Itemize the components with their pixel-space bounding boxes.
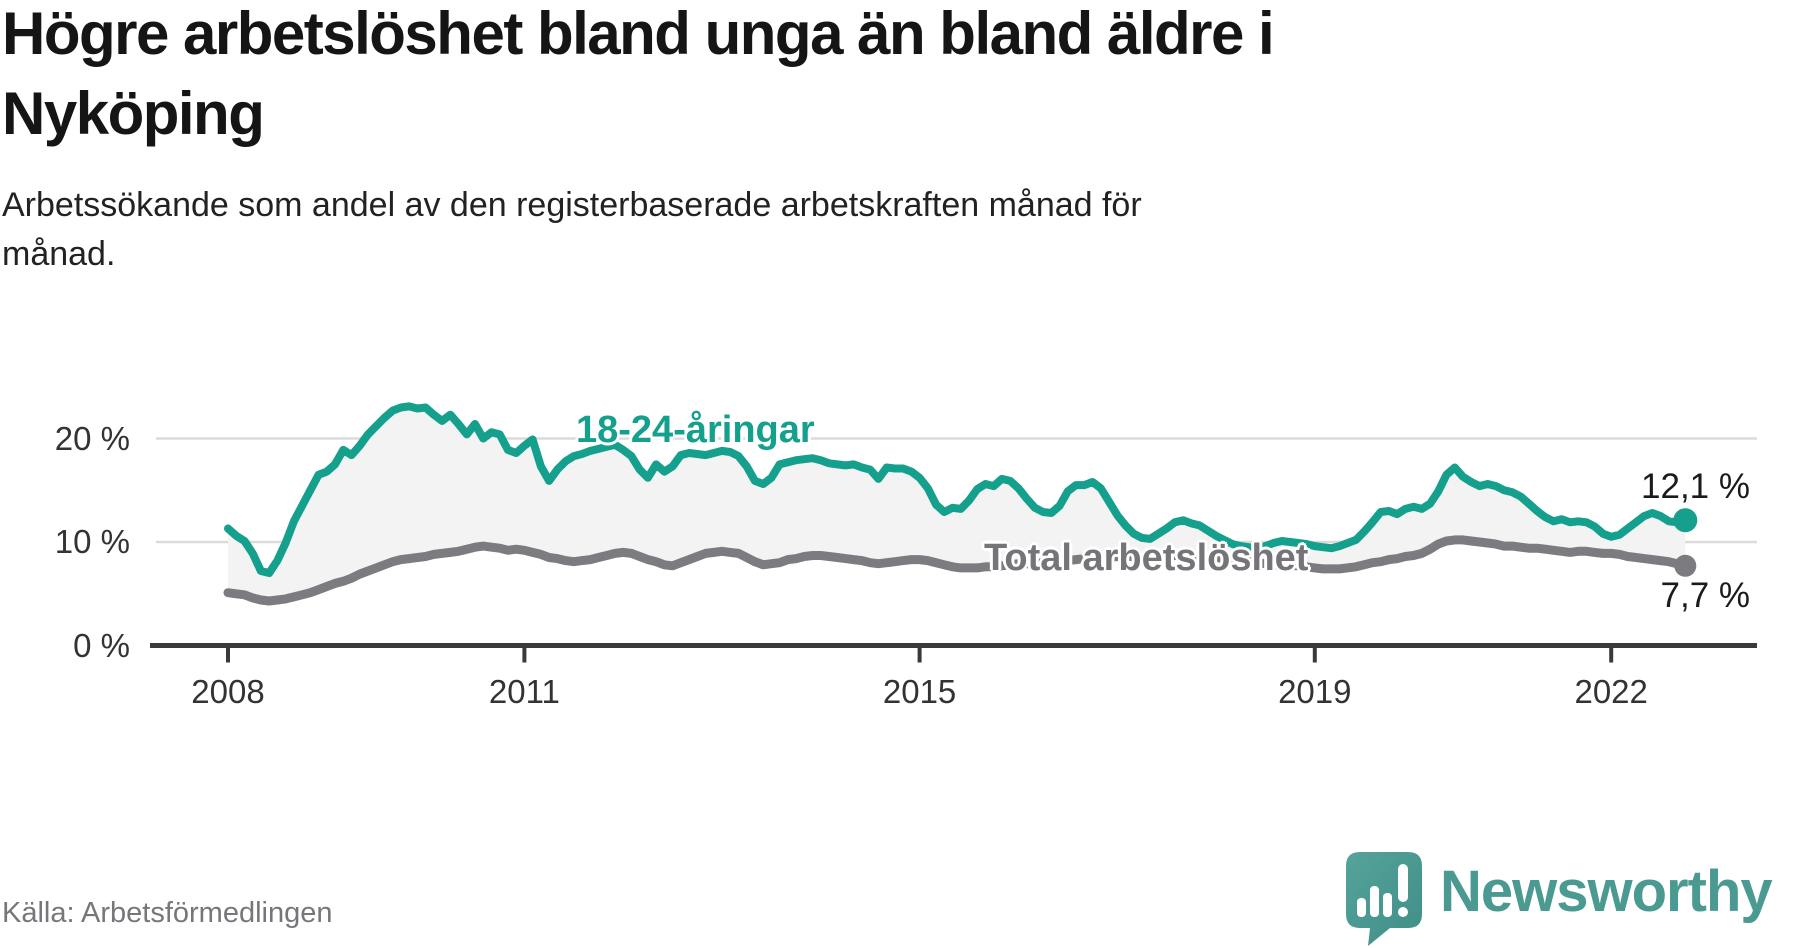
fill-between-series bbox=[228, 406, 1686, 601]
x-axis-tick-label: 2008 bbox=[191, 672, 265, 710]
x-axis-tick-label: 2011 bbox=[488, 672, 560, 710]
x-axis-tick-label: 2015 bbox=[882, 672, 957, 710]
newsworthy-logo-icon bbox=[1346, 852, 1422, 946]
y-axis-tick-label: 20 % bbox=[54, 419, 130, 457]
y-axis-tick-label: 10 % bbox=[54, 523, 130, 560]
newsworthy-logo: Newsworthy bbox=[1346, 852, 1773, 946]
end-value-label-youth: 12,1 % bbox=[1641, 467, 1750, 506]
end-dot-total bbox=[1674, 554, 1697, 577]
page-title: Högre arbetslöshet bland unga än bland ä… bbox=[2, 0, 1275, 147]
x-axis-tick-label: 2022 bbox=[1574, 672, 1648, 710]
source-note: Källa: Arbetsförmedlingen bbox=[2, 897, 333, 929]
newsworthy-logo-text: Newsworthy bbox=[1440, 859, 1773, 924]
x-axis-tick-label: 2019 bbox=[1278, 672, 1352, 710]
series-label-youth: 18-24-åringar bbox=[576, 409, 815, 451]
page-subtitle: Arbetssökande som andel av den registerb… bbox=[2, 186, 1142, 273]
end-value-label-total: 7,7 % bbox=[1660, 576, 1751, 615]
line-youth bbox=[224, 402, 1690, 577]
line-total bbox=[223, 535, 1690, 606]
logo-exclamation-icon bbox=[1398, 864, 1408, 902]
series-label-total: Total arbetslöshet bbox=[984, 537, 1309, 579]
end-dot-youth bbox=[1673, 508, 1698, 533]
logo-bar-icon bbox=[1357, 898, 1366, 917]
y-axis-tick-label: 0 % bbox=[73, 626, 130, 664]
